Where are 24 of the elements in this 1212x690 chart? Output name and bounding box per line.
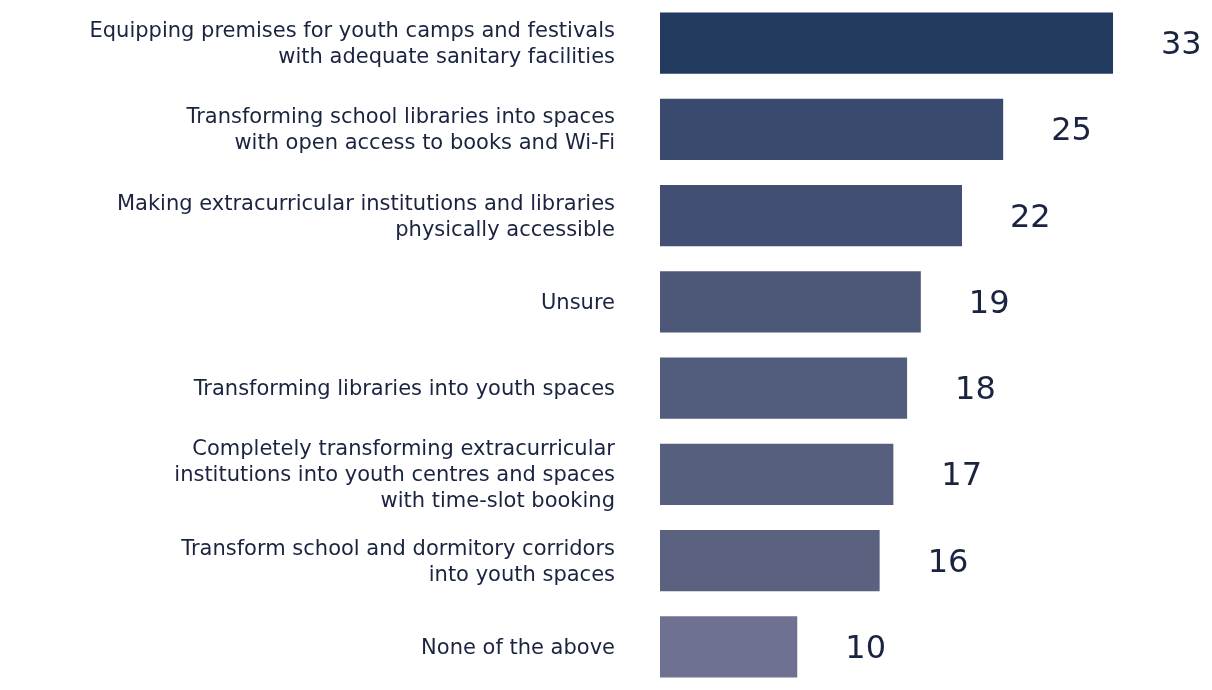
bar — [660, 98, 1004, 160]
data-label: 19 — [968, 282, 1010, 321]
y-tick-label: None of the above — [421, 634, 615, 659]
bar — [660, 530, 880, 592]
bar — [660, 185, 962, 247]
data-label: 22 — [1010, 196, 1051, 235]
bar — [660, 443, 894, 505]
bar — [660, 12, 1113, 74]
y-tick-label: Transforming school libraries into spaces with open access to books and Wi-Fi — [185, 104, 615, 155]
data-label: 33 — [1161, 24, 1202, 63]
data-label: 25 — [1051, 110, 1092, 149]
data-label: 17 — [941, 455, 983, 494]
bar — [660, 616, 798, 678]
y-tick-label: Unsure — [540, 289, 615, 314]
y-tick-label: Transform school and dormitory corridors into youth spaces — [180, 535, 615, 586]
data-label: 16 — [927, 541, 969, 580]
data-label: 18 — [955, 369, 996, 408]
y-tick-label: Completely transforming extracurricular institutions into youth centres and spaces with time-slot booking — [174, 436, 616, 513]
bar — [660, 271, 921, 333]
y-tick-label: Transforming libraries into youth spaces — [192, 376, 615, 401]
y-tick-label: Equipping premises for youth camps and festivals with adequate sanitary facilities — [89, 18, 615, 69]
bar — [660, 357, 908, 419]
data-label: 10 — [845, 627, 886, 666]
y-tick-label: Making extracurricular institutions and libraries physically accessible — [116, 190, 615, 241]
